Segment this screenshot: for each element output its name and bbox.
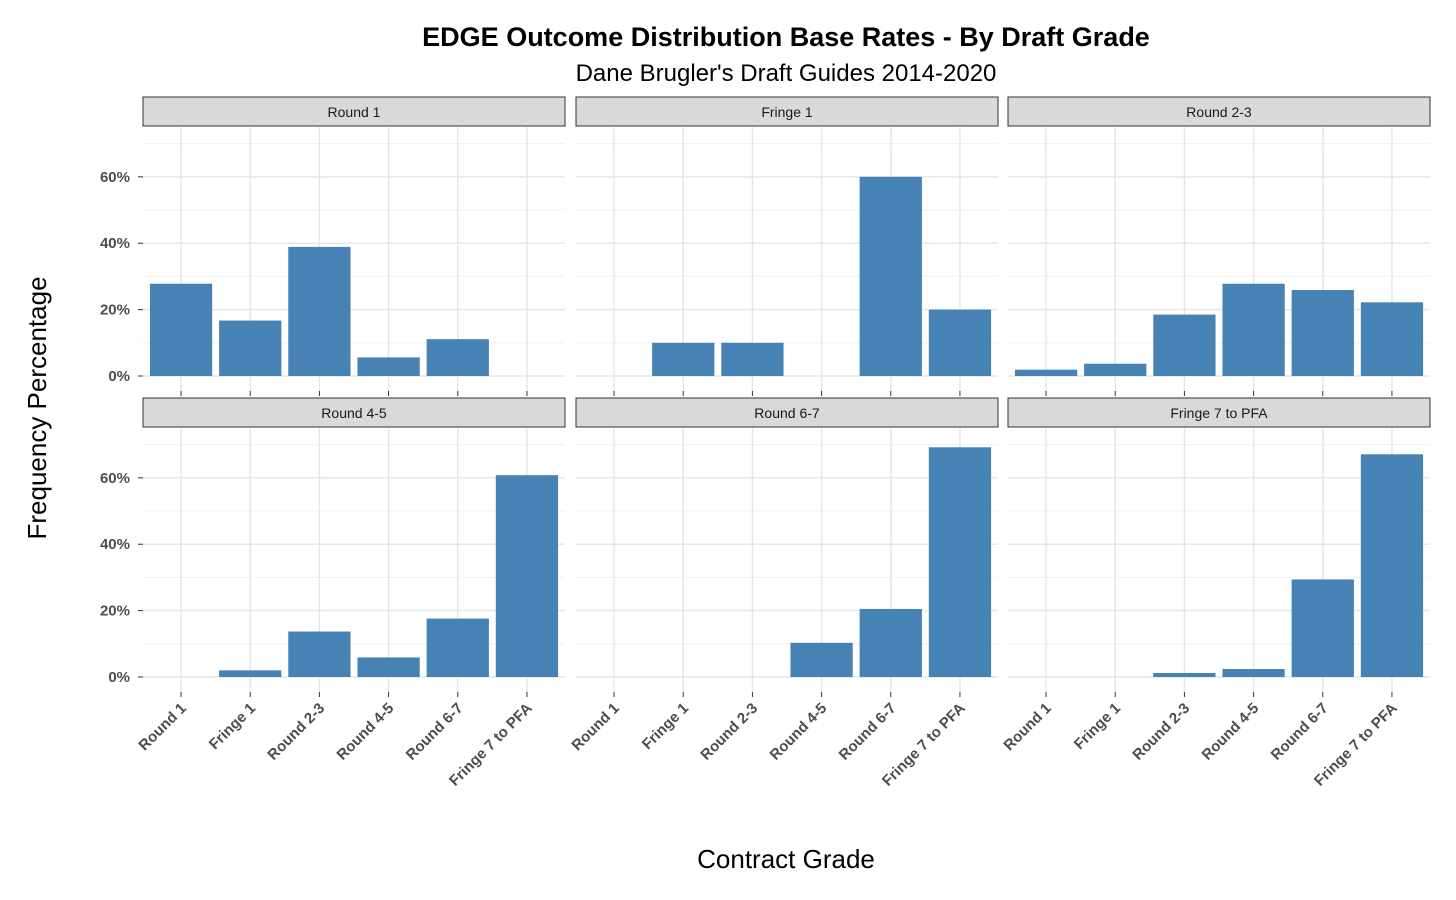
bar <box>1222 283 1285 376</box>
x-tick-label: Round 4-5 <box>1199 700 1263 764</box>
y-tick-label: 0% <box>108 368 130 385</box>
x-tick-label: Round 6-7 <box>403 700 467 764</box>
bar <box>1291 290 1354 376</box>
facet-panel: Round 4-50%20%40%60%Round 1 Fringe 1 Round… <box>100 397 566 790</box>
y-tick-label: 40% <box>100 235 130 252</box>
bar <box>219 320 282 376</box>
x-tick-label: Fringe 1 <box>206 700 259 753</box>
bar <box>652 342 715 376</box>
facet-strip-label: Round 6-7 <box>754 405 820 421</box>
facet-strip-label: Fringe 1 <box>761 104 813 120</box>
bar <box>790 642 853 677</box>
x-tick-label: Round 1 <box>135 700 189 754</box>
bar <box>219 670 282 677</box>
bar <box>1360 302 1424 376</box>
y-tick-label: 20% <box>100 603 130 620</box>
y-tick-label: 20% <box>100 302 130 319</box>
facet-panel: Round 1 0% 20% 40% 60% <box>100 96 566 396</box>
bar <box>1153 673 1216 677</box>
facet-strip <box>142 96 566 127</box>
bar <box>928 447 992 677</box>
bar <box>288 246 351 376</box>
x-tick-label: Round 6-7 <box>836 700 900 764</box>
bar <box>1222 669 1285 677</box>
y-tick-label: 60% <box>100 470 130 487</box>
bar <box>1084 363 1147 376</box>
bar <box>1291 579 1354 677</box>
facet-panel: Round 2-3 <box>1007 96 1431 396</box>
x-tick-label: Round 2-3 <box>697 700 761 764</box>
chart-title: EDGE Outcome Distribution Base Rates - B… <box>422 22 1150 52</box>
bar <box>721 342 784 376</box>
bar <box>149 283 213 376</box>
x-tick-label: Round 1 <box>568 700 622 754</box>
y-tick-label: 40% <box>100 536 130 553</box>
facet-strip <box>1007 397 1431 428</box>
bar <box>859 608 922 677</box>
bar <box>426 339 489 376</box>
bar <box>859 176 922 376</box>
facet-strip <box>1007 96 1431 127</box>
facet-strip-label: Round 1 <box>328 104 381 120</box>
facet-strip <box>575 397 999 428</box>
x-axis-title: Contract Grade <box>697 844 875 874</box>
y-tick-label: 60% <box>100 169 130 186</box>
x-tick-label: Round 2-3 <box>264 700 328 764</box>
facet-panel: Round 6-7 Round 1 Fringe 1 Round 2-3 Round 4… <box>568 397 999 790</box>
bar <box>288 631 351 677</box>
facet-strip <box>575 96 999 127</box>
bar <box>1360 454 1424 677</box>
bar <box>928 309 992 376</box>
bar <box>357 657 420 677</box>
facet-strip-label: Round 4-5 <box>321 405 387 421</box>
bar <box>1153 314 1216 376</box>
facet-strip-label: Fringe 7 to PFA <box>1170 405 1268 421</box>
x-tick-label: Fringe 1 <box>639 700 692 753</box>
chart-subtitle: Dane Brugler's Draft Guides 2014-2020 <box>576 60 997 87</box>
y-axis-title: Frequency Percentage <box>22 276 52 539</box>
x-tick-label: Fringe 1 <box>1071 700 1124 753</box>
bar <box>1014 369 1078 376</box>
facet-panels: Round 10%20%40%60%Fringe 1 Round 2-3Round… <box>100 96 1431 790</box>
x-tick-label: Round 4-5 <box>334 700 398 764</box>
x-tick-label: Round 1 <box>1000 700 1054 754</box>
x-tick-label: Round 2-3 <box>1129 700 1193 764</box>
facet-strip <box>142 397 566 428</box>
bar <box>426 618 489 677</box>
x-tick-label: Round 4-5 <box>767 700 831 764</box>
facet-strip-label: Round 2-3 <box>1186 104 1252 120</box>
facet-panel: Fringe 1 <box>575 96 999 396</box>
bar <box>495 475 559 677</box>
bar <box>357 357 420 376</box>
x-tick-label: Round 6-7 <box>1268 700 1332 764</box>
y-tick-label: 0% <box>108 669 130 686</box>
